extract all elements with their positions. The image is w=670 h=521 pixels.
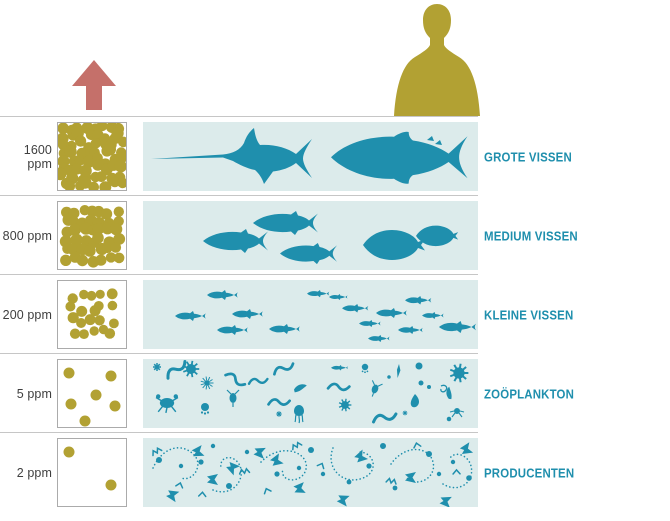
concentration-dots <box>63 367 121 427</box>
trophic-level-label: ZOÖPLANKTON <box>484 386 575 401</box>
trophic-level-label: MEDIUM VISSEN <box>484 228 578 243</box>
zooplankton-illustration <box>153 360 469 424</box>
trophic-row-kleine-vissen: 200 ppm KLEINE VISSEN <box>0 274 573 354</box>
organism-band <box>143 359 478 428</box>
concentration-box <box>57 122 127 191</box>
concentration-box <box>57 201 127 270</box>
large-fish-illustration <box>151 128 468 184</box>
concentration-box <box>57 359 127 428</box>
trophic-row-producenten: 2 ppm PRODUCENTEN <box>0 432 574 512</box>
trophic-level-label: GROTE VISSEN <box>484 149 572 164</box>
ppm-label: 5 ppm <box>16 386 52 401</box>
concentration-dots <box>65 288 119 339</box>
organism-band <box>143 438 478 507</box>
ppm-label: 2 ppm <box>16 465 52 480</box>
trophic-row-zooplankton: 5 ppm ZOÖPLANKTON <box>0 353 574 433</box>
trophic-level-label: KLEINE VISSEN <box>484 307 574 322</box>
concentration-box <box>57 280 127 349</box>
concentration-dots <box>63 446 117 491</box>
trophic-row-medium-vissen: 800 ppm MEDIUM VISSEN <box>0 195 578 275</box>
concentration-dots <box>59 205 126 268</box>
human-silhouette-icon <box>394 4 480 116</box>
trophic-row-grote-vissen: 1600 ppm GROTE VISSEN <box>0 116 572 196</box>
organism-band <box>143 122 478 191</box>
ppm-label: 200 ppm <box>2 307 52 322</box>
organism-band <box>143 201 478 270</box>
concentration-box <box>57 438 127 507</box>
small-fish-illustration <box>175 290 477 342</box>
concentration-dots <box>58 123 126 190</box>
producers-illustration <box>152 441 474 507</box>
medium-fish-illustration <box>203 211 459 265</box>
up-arrow-icon <box>72 60 116 110</box>
ppm-label: 1600 ppm <box>23 142 52 171</box>
trophic-level-label: PRODUCENTEN <box>484 465 575 480</box>
ppm-label: 800 ppm <box>2 228 52 243</box>
organism-band <box>143 280 478 349</box>
